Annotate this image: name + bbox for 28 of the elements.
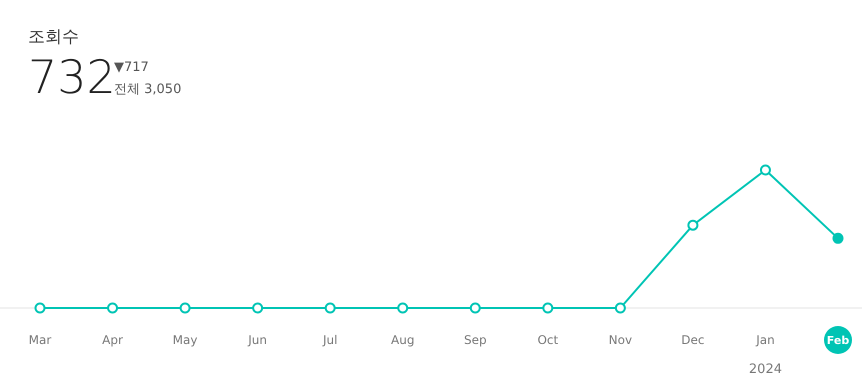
- x-tick-label: Oct: [537, 333, 558, 347]
- x-tick-label: May: [172, 333, 198, 347]
- x-tick-label: Nov: [608, 333, 632, 347]
- x-tick-label: Jan: [755, 333, 775, 347]
- x-tick-label: Sep: [464, 333, 487, 347]
- x-tick-label: Aug: [391, 333, 414, 347]
- x-tick-label: Feb: [826, 334, 850, 347]
- x-tick-label: Jun: [247, 333, 268, 347]
- x-tick-label: Mar: [28, 333, 52, 347]
- text: ▼717: [114, 60, 149, 75]
- point: [760, 164, 771, 176]
- text: 전체 3,050: [114, 82, 182, 97]
- x-tick-label: Jul: [322, 333, 338, 347]
- point: [687, 220, 698, 231]
- point: [107, 302, 118, 314]
- x-tick-label: Dec: [681, 333, 705, 347]
- point: [252, 302, 264, 314]
- chart-title: 조회수: [28, 27, 79, 47]
- point: [832, 232, 844, 244]
- point: [34, 302, 46, 314]
- point: [470, 302, 481, 314]
- text: 2024: [748, 362, 782, 377]
- point: [397, 302, 408, 314]
- point: [614, 302, 626, 314]
- point: [324, 302, 336, 314]
- point: [180, 302, 191, 314]
- point: [542, 302, 554, 314]
- x-tick-label: Apr: [102, 333, 123, 347]
